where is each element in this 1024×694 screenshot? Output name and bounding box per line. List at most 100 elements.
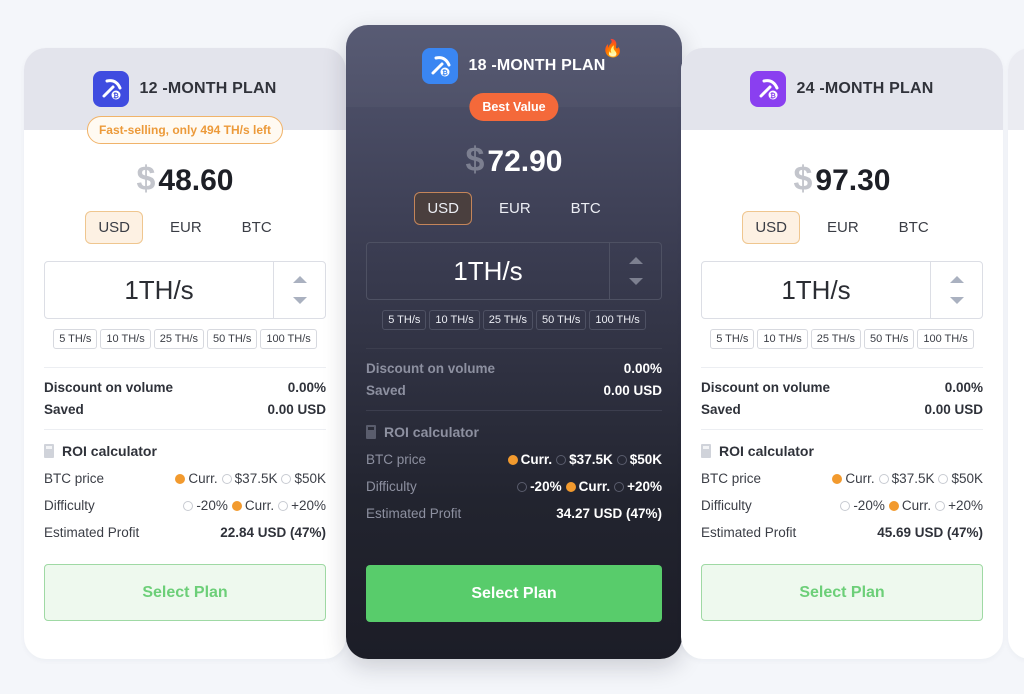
difficulty-radio-group: -20% Curr. +20% [840, 498, 983, 513]
difficulty-curr-radio[interactable]: Curr. [888, 498, 931, 513]
radio-dot [278, 500, 289, 511]
increment-arrow-icon[interactable] [628, 257, 643, 264]
btc-price-37k-radio[interactable]: $37.5K [556, 452, 613, 467]
quick-25-ths[interactable]: 25 TH/s [810, 329, 862, 349]
pickaxe-bitcoin-icon: ₿ [422, 48, 459, 84]
decrement-arrow-icon[interactable] [949, 297, 964, 304]
discount-label: Discount on volume [44, 380, 174, 395]
decrement-arrow-icon[interactable] [628, 278, 643, 285]
currency-eur-button[interactable]: EUR [827, 219, 859, 236]
difficulty-plus20-radio[interactable]: +20% [935, 498, 983, 513]
difficulty-curr-radio[interactable]: Curr. [231, 498, 275, 513]
radio-label: Curr. [520, 452, 553, 467]
quick-100-ths[interactable]: 100 TH/s [589, 310, 646, 330]
difficulty-curr-radio[interactable]: Curr. [565, 479, 610, 494]
btc-price-50k-radio[interactable]: $50K [616, 452, 662, 467]
divider [701, 429, 983, 430]
increment-arrow-icon[interactable] [292, 276, 307, 283]
hashrate-input[interactable]: 1TH/s [453, 255, 523, 286]
btc-price-37k-radio[interactable]: $37.5K [878, 471, 934, 486]
radio-label: +20% [627, 479, 662, 494]
radio-dot [565, 481, 576, 492]
currency-usd-button[interactable]: USD [85, 211, 143, 244]
discount-value: 0.00% [623, 361, 662, 376]
profit-value: 22.84 USD (47%) [220, 525, 326, 540]
difficulty-plus20-radio[interactable]: +20% [614, 479, 662, 494]
saved-row: Saved 0.00 USD [346, 383, 682, 398]
roi-calculator-heading: ROI calculator [681, 443, 1003, 459]
currency-btc-button[interactable]: BTC [898, 219, 929, 236]
hashrate-stepper: 1TH/s [44, 261, 326, 319]
difficulty-minus20-radio[interactable]: -20% [183, 498, 228, 513]
select-plan-button[interactable]: Select Plan [701, 564, 983, 621]
radio-label: $37.5K [569, 452, 613, 467]
discount-row: Discount on volume 0.00% [346, 361, 682, 376]
quick-10-ths[interactable]: 10 TH/s [100, 329, 151, 349]
select-plan-button[interactable]: Select Plan [366, 565, 662, 622]
btc-price-curr-radio[interactable]: Curr. [832, 471, 875, 486]
select-plan-button[interactable]: Select Plan [44, 564, 326, 621]
radio-label: $50K [629, 452, 662, 467]
currency-symbol: $ [465, 141, 485, 179]
quick-10-ths[interactable]: 10 TH/s [429, 310, 480, 330]
profit-row: Estimated Profit 22.84 USD (47%) [24, 525, 346, 540]
currency-btc-button[interactable]: BTC [570, 200, 601, 217]
btc-price-37k-radio[interactable]: $37.5K [221, 471, 278, 486]
discount-label: Discount on volume [366, 361, 496, 376]
hashrate-stepper: 1TH/s [701, 261, 983, 319]
discount-label: Discount on volume [701, 380, 831, 395]
radio-label: Curr. [244, 498, 275, 513]
btc-price-curr-radio[interactable]: Curr. [175, 471, 218, 486]
quick-10-ths[interactable]: 10 TH/s [757, 329, 808, 349]
profit-label: Estimated Profit [366, 506, 462, 521]
hashrate-input[interactable]: 1TH/s [781, 274, 851, 305]
quick-50-ths[interactable]: 50 TH/s [864, 329, 915, 349]
quick-100-ths[interactable]: 100 TH/s [260, 329, 317, 349]
roi-title: ROI calculator [62, 443, 157, 459]
btc-price-50k-radio[interactable]: $50K [281, 471, 326, 486]
profit-row: Estimated Profit 34.27 USD (47%) [346, 506, 682, 521]
svg-text:₿: ₿ [771, 92, 777, 100]
calculator-icon [44, 444, 54, 458]
hashrate-stepper: 1TH/s [366, 242, 662, 300]
btc-price-50k-radio[interactable]: $50K [938, 471, 983, 486]
radio-dot [616, 454, 627, 465]
radio-label: Curr. [188, 471, 218, 486]
currency-eur-button[interactable]: EUR [499, 200, 531, 217]
btc-price-curr-radio[interactable]: Curr. [507, 452, 553, 467]
difficulty-row: Difficulty -20% Curr. +20% [681, 498, 1003, 513]
currency-eur-button[interactable]: EUR [170, 219, 202, 236]
radio-label: -20% [530, 479, 562, 494]
difficulty-row: Difficulty -20% Curr. +20% [24, 498, 346, 513]
currency-btc-button[interactable]: BTC [241, 219, 272, 236]
quick-25-ths[interactable]: 25 TH/s [482, 310, 534, 330]
radio-label: -20% [853, 498, 885, 513]
hashrate-input[interactable]: 1TH/s [124, 274, 194, 305]
calculator-icon [366, 425, 376, 439]
difficulty-minus20-radio[interactable]: -20% [517, 479, 562, 494]
discount-value: 0.00% [287, 380, 326, 395]
currency-usd-button[interactable]: USD [414, 192, 472, 225]
radio-dot [840, 500, 851, 511]
difficulty-plus20-radio[interactable]: +20% [278, 498, 326, 513]
quick-5-ths[interactable]: 5 TH/s [710, 329, 755, 349]
quick-50-ths[interactable]: 50 TH/s [536, 310, 587, 330]
decrement-arrow-icon[interactable] [292, 297, 307, 304]
quick-50-ths[interactable]: 50 TH/s [207, 329, 258, 349]
radio-dot [832, 473, 843, 484]
quick-25-ths[interactable]: 25 TH/s [153, 329, 205, 349]
roi-calculator-heading: ROI calculator [346, 424, 682, 440]
divider [44, 367, 326, 368]
divider [366, 410, 662, 411]
difficulty-radio-group: -20% Curr. +20% [183, 498, 326, 513]
roi-title: ROI calculator [384, 424, 479, 440]
quick-100-ths[interactable]: 100 TH/s [917, 329, 974, 349]
btc-price-row: BTC price Curr. $37.5K $50K [346, 452, 682, 467]
saved-label: Saved [44, 402, 84, 417]
quick-5-ths[interactable]: 5 TH/s [382, 310, 427, 330]
increment-arrow-icon[interactable] [949, 276, 964, 283]
currency-usd-button[interactable]: USD [742, 211, 800, 244]
difficulty-minus20-radio[interactable]: -20% [840, 498, 885, 513]
quick-5-ths[interactable]: 5 TH/s [53, 329, 98, 349]
radio-label: $37.5K [234, 471, 278, 486]
